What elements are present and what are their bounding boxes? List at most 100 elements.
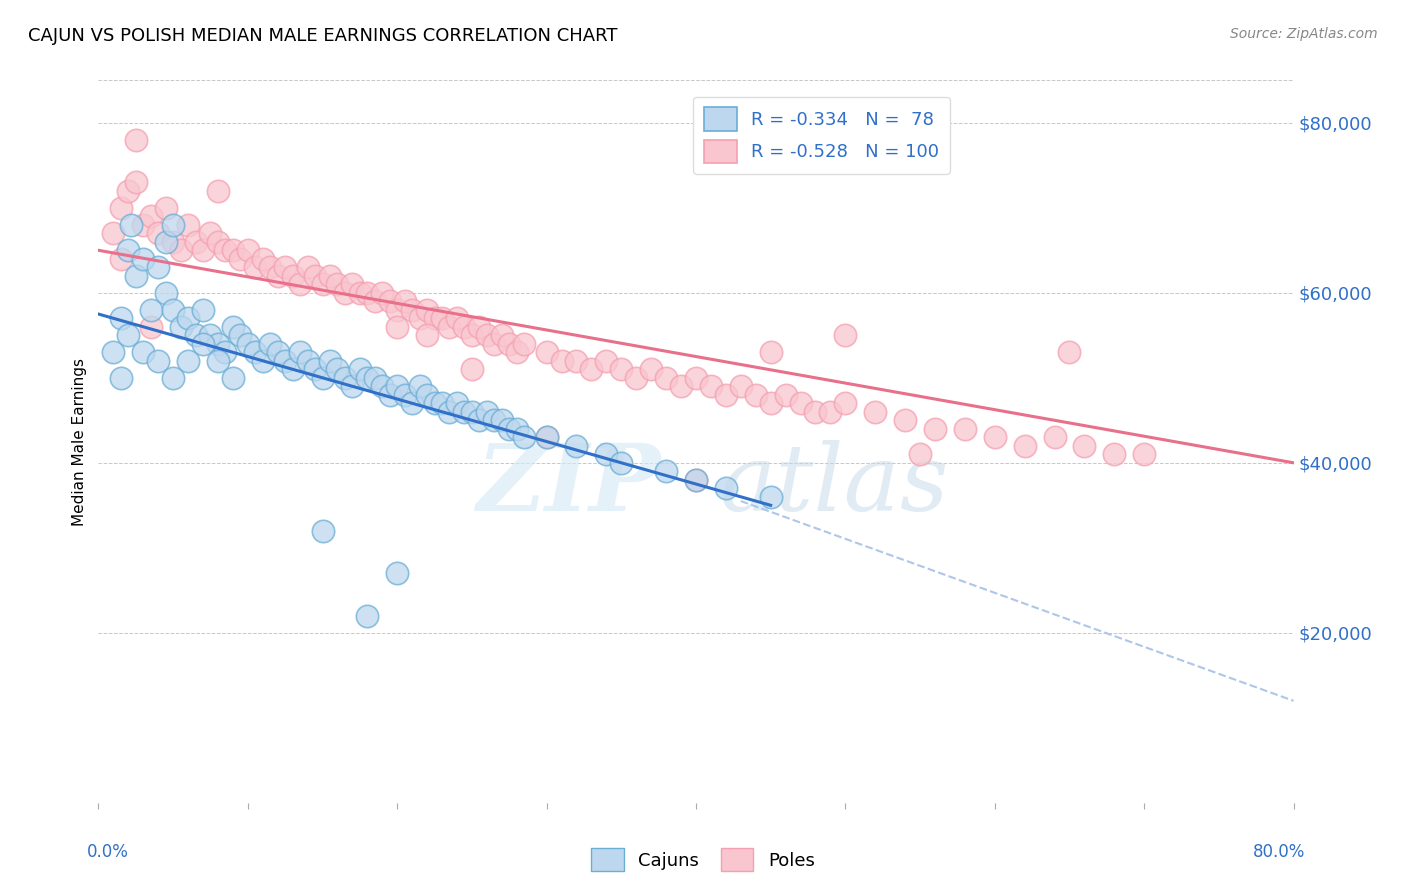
Point [908, 447, 931, 461]
Point [924, 422, 946, 436]
Point [177, 218, 200, 232]
Point [304, 362, 326, 376]
Point [229, 328, 252, 343]
Point [461, 362, 484, 376]
Point [1133, 447, 1156, 461]
Point [834, 328, 856, 343]
Point [385, 319, 409, 334]
Point [259, 260, 281, 275]
Point [789, 396, 811, 410]
Point [207, 235, 229, 249]
Point [297, 260, 319, 275]
Point [288, 345, 311, 359]
Point [356, 608, 378, 623]
Point [484, 336, 506, 351]
Legend: R = -0.334   N =  78, R = -0.528   N = 100: R = -0.334 N = 78, R = -0.528 N = 100 [693, 96, 950, 174]
Point [714, 388, 737, 402]
Point [177, 353, 200, 368]
Point [453, 319, 475, 334]
Point [371, 379, 394, 393]
Point [177, 311, 200, 326]
Point [155, 201, 177, 215]
Point [453, 405, 475, 419]
Point [274, 353, 297, 368]
Point [1104, 447, 1126, 461]
Point [1043, 430, 1066, 444]
Point [125, 268, 148, 283]
Point [416, 388, 439, 402]
Point [439, 405, 461, 419]
Point [655, 371, 678, 385]
Text: Source: ZipAtlas.com: Source: ZipAtlas.com [1230, 27, 1378, 41]
Point [700, 379, 723, 393]
Point [640, 362, 662, 376]
Point [394, 294, 416, 309]
Point [804, 405, 827, 419]
Point [274, 260, 297, 275]
Point [669, 379, 692, 393]
Point [184, 235, 207, 249]
Text: ZIP: ZIP [475, 440, 661, 530]
Point [207, 353, 229, 368]
Point [110, 371, 132, 385]
Point [475, 405, 498, 419]
Point [513, 430, 536, 444]
Point [259, 336, 281, 351]
Point [281, 362, 304, 376]
Text: 80.0%: 80.0% [1253, 843, 1306, 861]
Point [423, 396, 446, 410]
Point [139, 302, 162, 317]
Point [610, 456, 633, 470]
Point [513, 336, 536, 351]
Point [139, 319, 162, 334]
Point [984, 430, 1007, 444]
Point [430, 311, 453, 326]
Point [364, 371, 387, 385]
Point [132, 252, 155, 266]
Point [775, 388, 797, 402]
Point [565, 439, 588, 453]
Point [148, 260, 170, 275]
Point [610, 362, 633, 376]
Point [759, 396, 782, 410]
Point [304, 268, 326, 283]
Point [714, 481, 737, 495]
Point [207, 184, 229, 198]
Point [245, 260, 267, 275]
Point [401, 396, 423, 410]
Text: 0.0%: 0.0% [87, 843, 128, 861]
Point [191, 302, 214, 317]
Point [491, 413, 513, 427]
Point [484, 413, 506, 427]
Point [148, 227, 170, 241]
Point [349, 285, 371, 300]
Point [319, 353, 342, 368]
Text: atlas: atlas [720, 440, 949, 530]
Point [267, 268, 290, 283]
Point [685, 473, 707, 487]
Point [162, 235, 184, 249]
Point [759, 490, 782, 504]
Point [200, 227, 222, 241]
Point [132, 345, 155, 359]
Point [408, 379, 430, 393]
Point [103, 345, 125, 359]
Point [685, 473, 707, 487]
Point [491, 328, 513, 343]
Point [371, 285, 394, 300]
Point [595, 447, 617, 461]
Point [364, 294, 387, 309]
Point [730, 379, 752, 393]
Point [408, 311, 430, 326]
Point [349, 362, 371, 376]
Point [252, 252, 274, 266]
Point [430, 396, 453, 410]
Point [581, 362, 603, 376]
Point [110, 311, 132, 326]
Point [120, 218, 142, 232]
Point [385, 566, 409, 581]
Point [506, 345, 529, 359]
Point [626, 371, 648, 385]
Point [110, 252, 132, 266]
Point [745, 388, 768, 402]
